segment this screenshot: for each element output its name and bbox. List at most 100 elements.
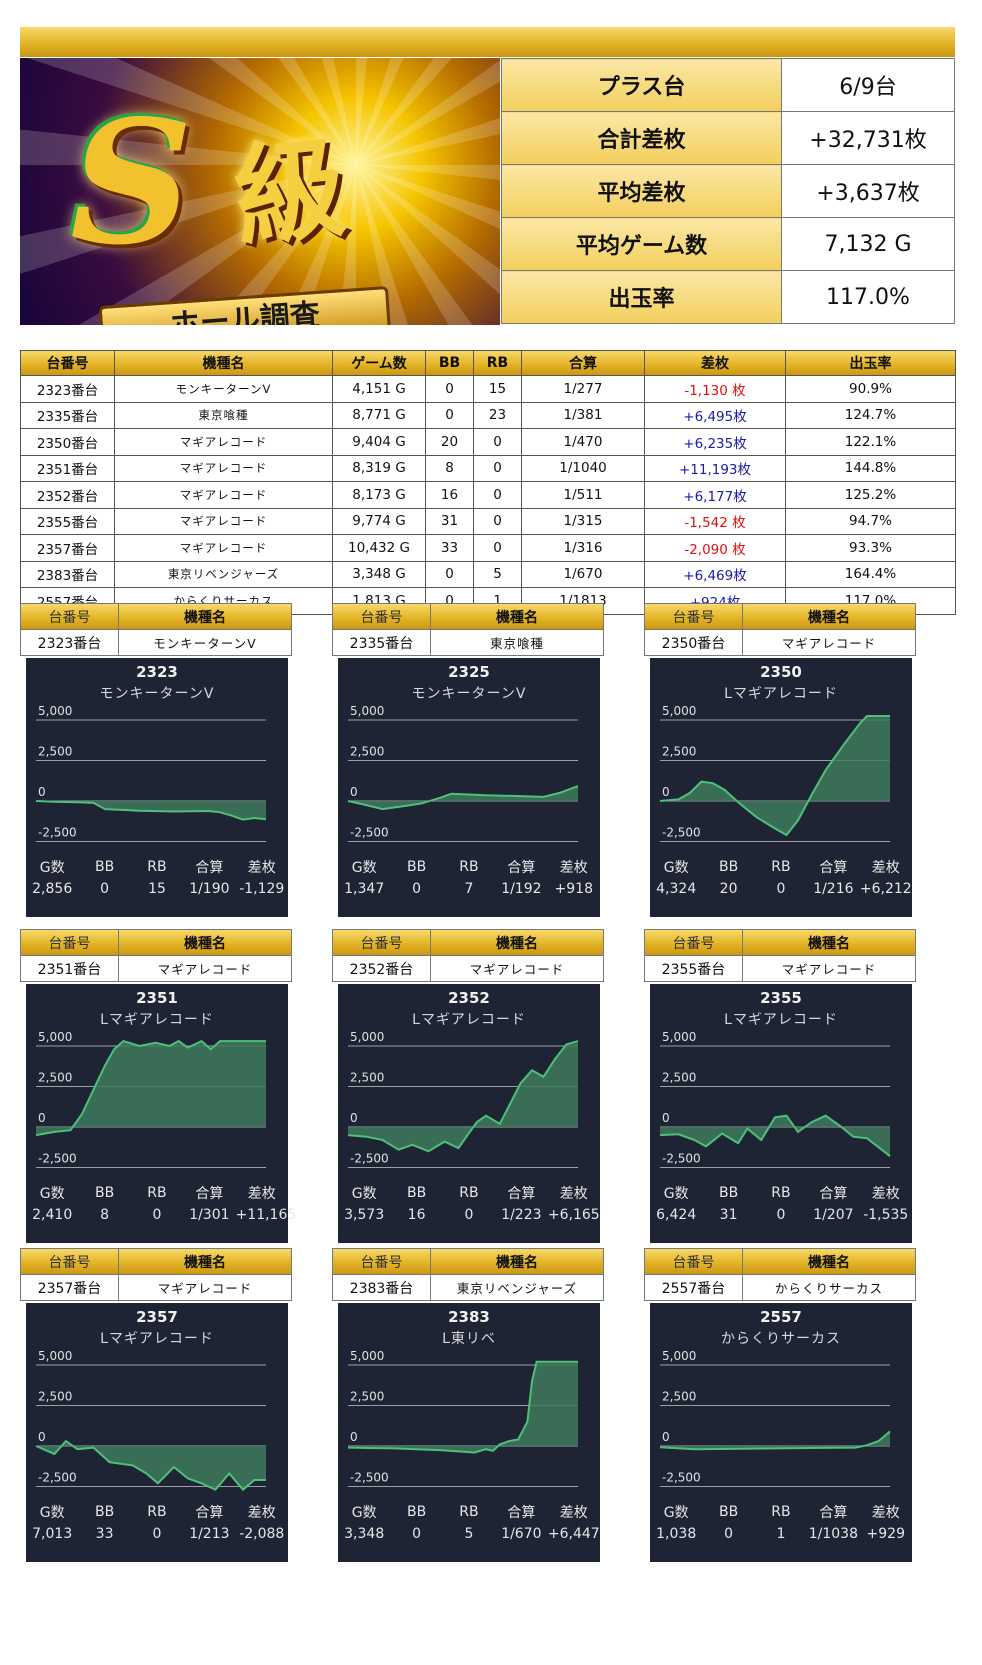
chart-stats: G数 BB RB 合算 差枚 6,424 31 0 1/207 -1,535 [650, 1182, 912, 1226]
table-cell-total: 1/1040 [521, 454, 645, 482]
y-tick-label: 0 [38, 1111, 46, 1125]
card-machine-name: マギアレコード [742, 955, 916, 982]
y-tick-label: 5,000 [350, 1030, 384, 1044]
chart-panel: 5,000 2,500 0 -2,500 2557 からくりサーカス G数 BB RB 合算… [650, 1303, 912, 1562]
table-header-cell: 合算 [521, 350, 645, 376]
stat-value: 8 [100, 1207, 110, 1223]
series-line [347, 785, 579, 811]
y-tick-label: 0 [662, 1111, 670, 1125]
table-cell-total: 1/316 [521, 534, 645, 562]
y-tick-label: 2,500 [38, 745, 72, 759]
table-cell-diff: +6,235枚 [644, 428, 786, 456]
s-rank-banner: S 級 ホール調査 [20, 58, 500, 325]
card-machine-no: 2350番台 [644, 629, 743, 656]
card-header-table: 台番号 機種名 2335番台 東京喰種 [332, 603, 604, 656]
card-header-no: 台番号 [332, 1248, 431, 1275]
stat-value: 2,410 [32, 1207, 73, 1223]
stat-value: +918 [554, 881, 593, 897]
chart-svg: 5,000 2,500 0 -2,500 [659, 704, 890, 842]
table-cell-rb: 23 [473, 401, 522, 429]
chart-panel: 5,000 2,500 0 -2,500 2383 L東リベ G数 BB RB 合算 差枚 3… [338, 1303, 600, 1562]
table-cell-no: 2351番台 [20, 454, 115, 482]
table-cell-total: 1/315 [521, 507, 645, 535]
table-header-cell: 差枚 [644, 350, 786, 376]
table-cell-machine: マギアレコード [114, 428, 333, 456]
machine-chart-card: 台番号 機種名 2350番台 マギアレコード 5,000 2,500 0 -2,500… [644, 603, 916, 917]
summary-value: +3,637枚 [781, 164, 955, 218]
card-header-table: 台番号 機種名 2357番台 マギアレコード [20, 1248, 292, 1301]
table-header-cell: RB [473, 350, 522, 376]
table-row: 2352番台 マギアレコード 8,173 G 16 0 1/511 +6,177枚 125.2… [20, 481, 956, 509]
card-header-machine: 機種名 [430, 929, 604, 956]
y-tick-label: 2,500 [350, 1390, 384, 1404]
table-cell-machine: マギアレコード [114, 481, 333, 509]
y-tick-label: -2,500 [662, 1152, 701, 1166]
stat-value: -2,088 [239, 1526, 285, 1542]
stat-value: 1,347 [344, 881, 385, 897]
stat-header: BB [718, 859, 739, 875]
chart-subtitle: モンキーターンV [411, 686, 527, 702]
y-tick-label: -2,500 [662, 1471, 701, 1485]
summary-value: 7,132 G [781, 217, 955, 271]
stat-value: 1/301 [189, 1207, 230, 1223]
table-cell-no: 2335番台 [20, 401, 115, 429]
table-row: 2357番台 マギアレコード 10,432 G 33 0 1/316 -2,090 枚 93.… [20, 534, 956, 562]
card-machine-no: 2335番台 [332, 629, 431, 656]
stat-header: 差枚 [247, 860, 276, 876]
card-machine-name: マギアレコード [430, 955, 604, 982]
series-area [660, 1431, 890, 1450]
series-line [659, 715, 890, 837]
table-row: 2383番台 東京リベンジャーズ 3,348 G 0 5 1/670 +6,469枚 164.… [20, 560, 956, 588]
stat-header: BB [406, 1504, 427, 1520]
chart-subtitle: L東リベ [442, 1331, 496, 1347]
y-tick-label: 2,500 [662, 745, 696, 759]
stat-header: 差枚 [559, 860, 588, 876]
stat-value: 2,856 [32, 881, 73, 897]
chart-svg: 5,000 2,500 0 -2,500 [35, 704, 267, 842]
summary-value: 117.0% [781, 270, 955, 324]
table-cell-no: 2350番台 [20, 428, 115, 456]
stat-header: BB [94, 1504, 115, 1520]
y-tick-label: 2,500 [38, 1071, 72, 1085]
card-machine-name: 東京喰種 [430, 629, 604, 656]
table-cell-total: 1/277 [521, 375, 645, 403]
stat-value: 7 [464, 881, 474, 897]
card-header-machine: 機種名 [430, 603, 604, 630]
banner-rays [20, 58, 500, 325]
table-cell-rate: 122.1% [785, 428, 956, 456]
stat-header: G数 [39, 860, 65, 876]
machine-chart-card: 台番号 機種名 2352番台 マギアレコード 5,000 2,500 0 -2,500… [332, 929, 604, 1243]
stat-value: 1/223 [501, 1207, 542, 1223]
stat-header: RB [147, 1185, 167, 1201]
table-cell-rb: 0 [473, 507, 522, 535]
table-header-row: 台番号 機種名 ゲーム数 BB RB 合算 差枚 出玉率 [20, 350, 956, 376]
machine-chart-card: 台番号 機種名 2557番台 からくりサーカス 5,000 2,500 0 -2,50… [644, 1248, 916, 1562]
table-cell-games: 9,774 G [332, 507, 426, 535]
stat-value: 1/213 [189, 1526, 230, 1542]
summary-row: 出玉率 117.0% [501, 270, 955, 324]
chart-panel: 5,000 2,500 0 -2,500 2352 Lマギアレコード G数 BB RB 合算… [338, 984, 600, 1243]
table-cell-games: 3,348 G [332, 560, 426, 588]
stat-header: 合算 [507, 860, 536, 876]
table-cell-rate: 124.7% [785, 401, 956, 429]
series-area [36, 1041, 266, 1136]
stat-value: 6,424 [656, 1207, 697, 1223]
card-header-table: 台番号 機種名 2323番台 モンキーターンV [20, 603, 292, 656]
chart-panel: 5,000 2,500 0 -2,500 2351 Lマギアレコード G数 BB RB 合算… [26, 984, 296, 1243]
table-cell-no: 2352番台 [20, 481, 115, 509]
stat-header: G数 [351, 1505, 377, 1521]
stat-value: +6,447 [547, 1526, 600, 1542]
card-header-machine: 機種名 [742, 603, 916, 630]
y-tick-label: 0 [662, 785, 670, 799]
table-header-cell: BB [425, 350, 474, 376]
table-cell-machine: マギアレコード [114, 507, 333, 535]
series-line [347, 1040, 579, 1153]
table-cell-rate: 144.8% [785, 454, 956, 482]
chart-panel: 5,000 2,500 0 -2,500 2355 Lマギアレコード G数 BB RB 合算… [650, 984, 912, 1243]
stat-value: 0 [100, 881, 110, 897]
y-tick-label: 2,500 [662, 1071, 696, 1085]
y-tick-label: -2,500 [38, 1471, 77, 1485]
table-cell-rb: 0 [473, 428, 522, 456]
series-area [660, 1115, 890, 1157]
stat-header: G数 [663, 1186, 689, 1202]
